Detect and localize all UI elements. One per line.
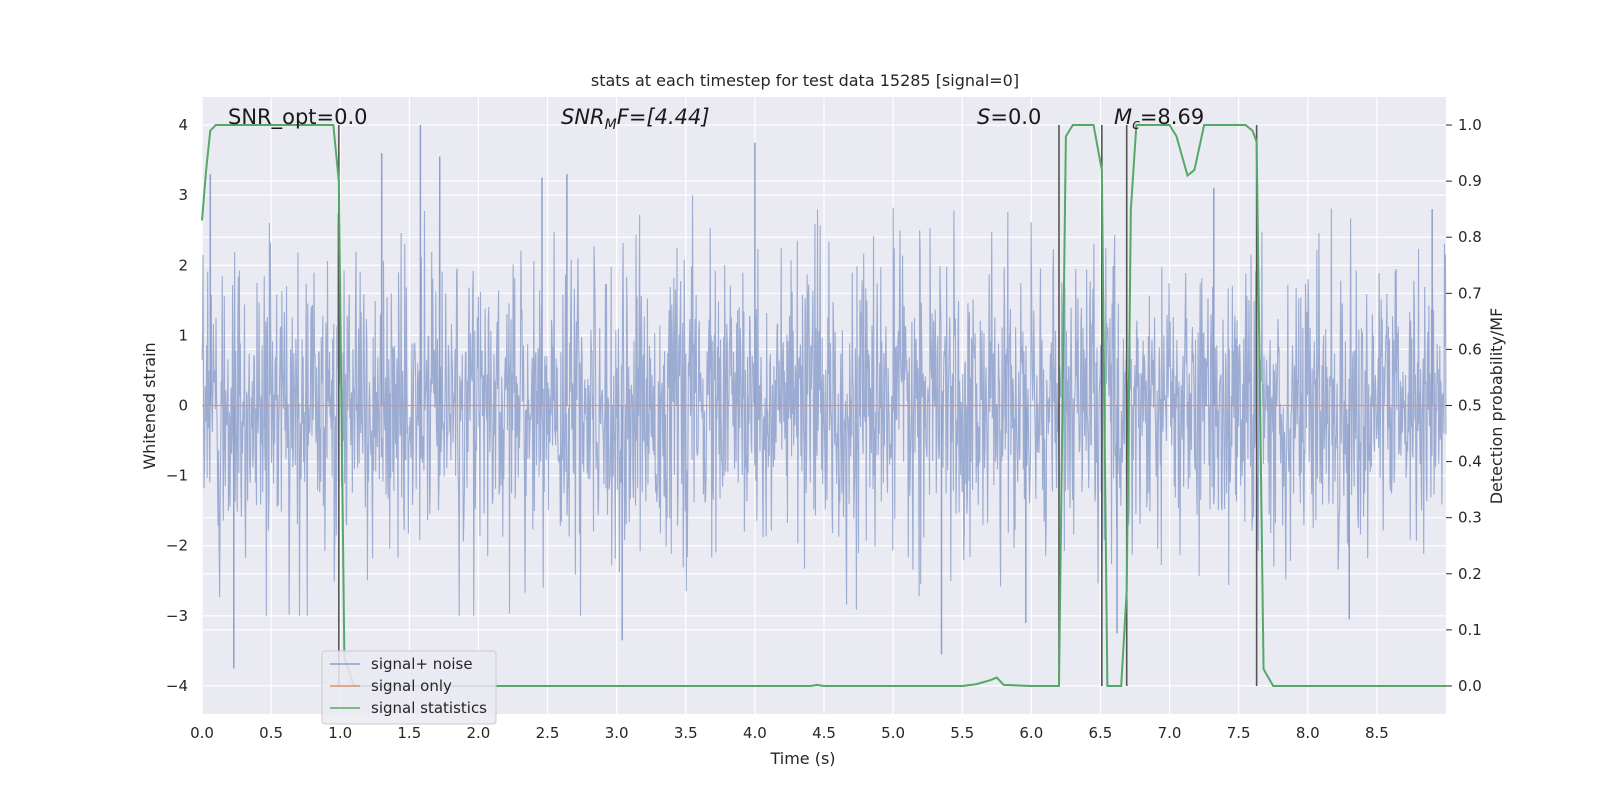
annotation-snr-opt: SNR_opt=0.0 [228,105,368,130]
y-tick-label-right: 0.9 [1458,172,1482,190]
y-tick-label-right: 0.4 [1458,453,1482,471]
x-tick-label: 0.0 [190,724,214,742]
y-ticks-left: 4 3 2 1 0 −1 −2 −3 −4 [166,116,188,695]
x-tick-label: 8.0 [1296,724,1320,742]
x-tick-label: 7.5 [1227,724,1251,742]
y-tick-label-right: 0.5 [1458,397,1482,415]
y-tick-label-right: 0.7 [1458,284,1482,302]
legend-label-signal-noise: signal+ noise [371,655,473,673]
y-tick-label-left: −2 [166,537,188,555]
y-tick-label-left: −4 [166,677,188,695]
y-tick-label-right: 0.0 [1458,677,1482,695]
annotation-mc: Mc=8.69 [1114,105,1204,133]
y-tick-label-left: 3 [178,186,188,204]
x-tick-label: 1.5 [397,724,421,742]
x-tick-label: 5.0 [881,724,905,742]
x-tick-label: 4.0 [743,724,767,742]
legend-label-signal-statistics: signal statistics [371,699,487,717]
annotation-s: S=0.0 [977,105,1041,129]
x-tick-label: 2.0 [467,724,491,742]
legend: signal+ noise signal only signal statist… [321,650,497,725]
x-tick-label: 7.0 [1158,724,1182,742]
y-tick-label-left: 0 [178,397,188,415]
x-tick-label: 2.5 [536,724,560,742]
y-axis-label-left: Whitened strain [140,342,159,469]
y-tick-label-right: 0.3 [1458,509,1482,527]
legend-label-signal-only: signal only [371,677,452,695]
y-tick-label-right: 0.1 [1458,621,1482,639]
y-tick-label-left: −3 [166,607,188,625]
x-tick-label: 6.0 [1019,724,1043,742]
x-tick-label: 6.5 [1089,724,1113,742]
y-tick-label-left: 2 [178,256,188,274]
y-ticks-right: 1.0 0.9 0.8 0.7 0.6 0.5 0.4 0.3 0.2 0.1 0.0 [1446,116,1482,695]
x-tick-label: 1.0 [328,724,352,742]
y-tick-label-right: 0.8 [1458,228,1482,246]
legend-box [321,650,497,725]
x-tick-label: 8.5 [1365,724,1389,742]
y-tick-label-right: 1.0 [1458,116,1482,134]
x-tick-label: 3.0 [605,724,629,742]
y-axis-label-right: Detection probability/MF [1487,308,1506,505]
y-tick-label-left: −1 [166,467,188,485]
y-tick-label-right: 0.6 [1458,340,1482,358]
x-tick-label: 3.5 [674,724,698,742]
x-axis-label: Time (s) [769,749,835,768]
x-ticks: 0.0 0.5 1.0 1.5 2.0 2.5 3.0 3.5 4.0 4.5 5.0 5.5 6.0 6… [190,724,1389,742]
y-tick-label-right: 0.2 [1458,565,1482,583]
signal-statistics-series [201,124,1446,687]
annotation-snr-mf: SNRMF=[4.44] [561,105,710,133]
x-tick-label: 0.5 [259,724,283,742]
y-tick-label-left: 4 [178,116,188,134]
chart-title: stats at each timestep for test data 152… [591,71,1019,90]
signal-noise-line [201,195,1447,616]
x-tick-label: 5.5 [950,724,974,742]
x-tick-label: 4.5 [812,724,836,742]
y-tick-label-left: 1 [178,326,188,344]
signal-noise-series [201,125,1447,669]
signal-statistics-line [201,124,1446,687]
